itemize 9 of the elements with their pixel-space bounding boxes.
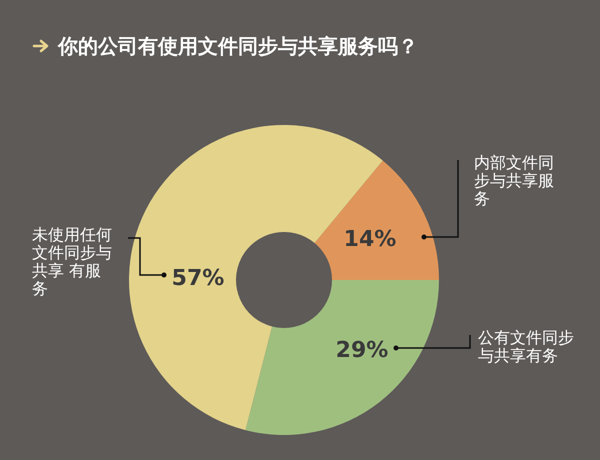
slice-label: 公有文件同步与共享有务 [478, 328, 574, 365]
data-label: 14% [344, 227, 396, 252]
data-label: 57% [172, 266, 224, 292]
donut-slice [245, 280, 439, 435]
slice-label: 内部文件同步与共享服务 [474, 153, 554, 208]
donut-slice [314, 160, 439, 280]
data-label: 29% [336, 338, 388, 364]
slice-label: 未使用任何文件同步与共享 有服务 [32, 225, 112, 298]
chart-title: 你的公司有使用文件同步与共享服务吗？ [57, 34, 418, 58]
